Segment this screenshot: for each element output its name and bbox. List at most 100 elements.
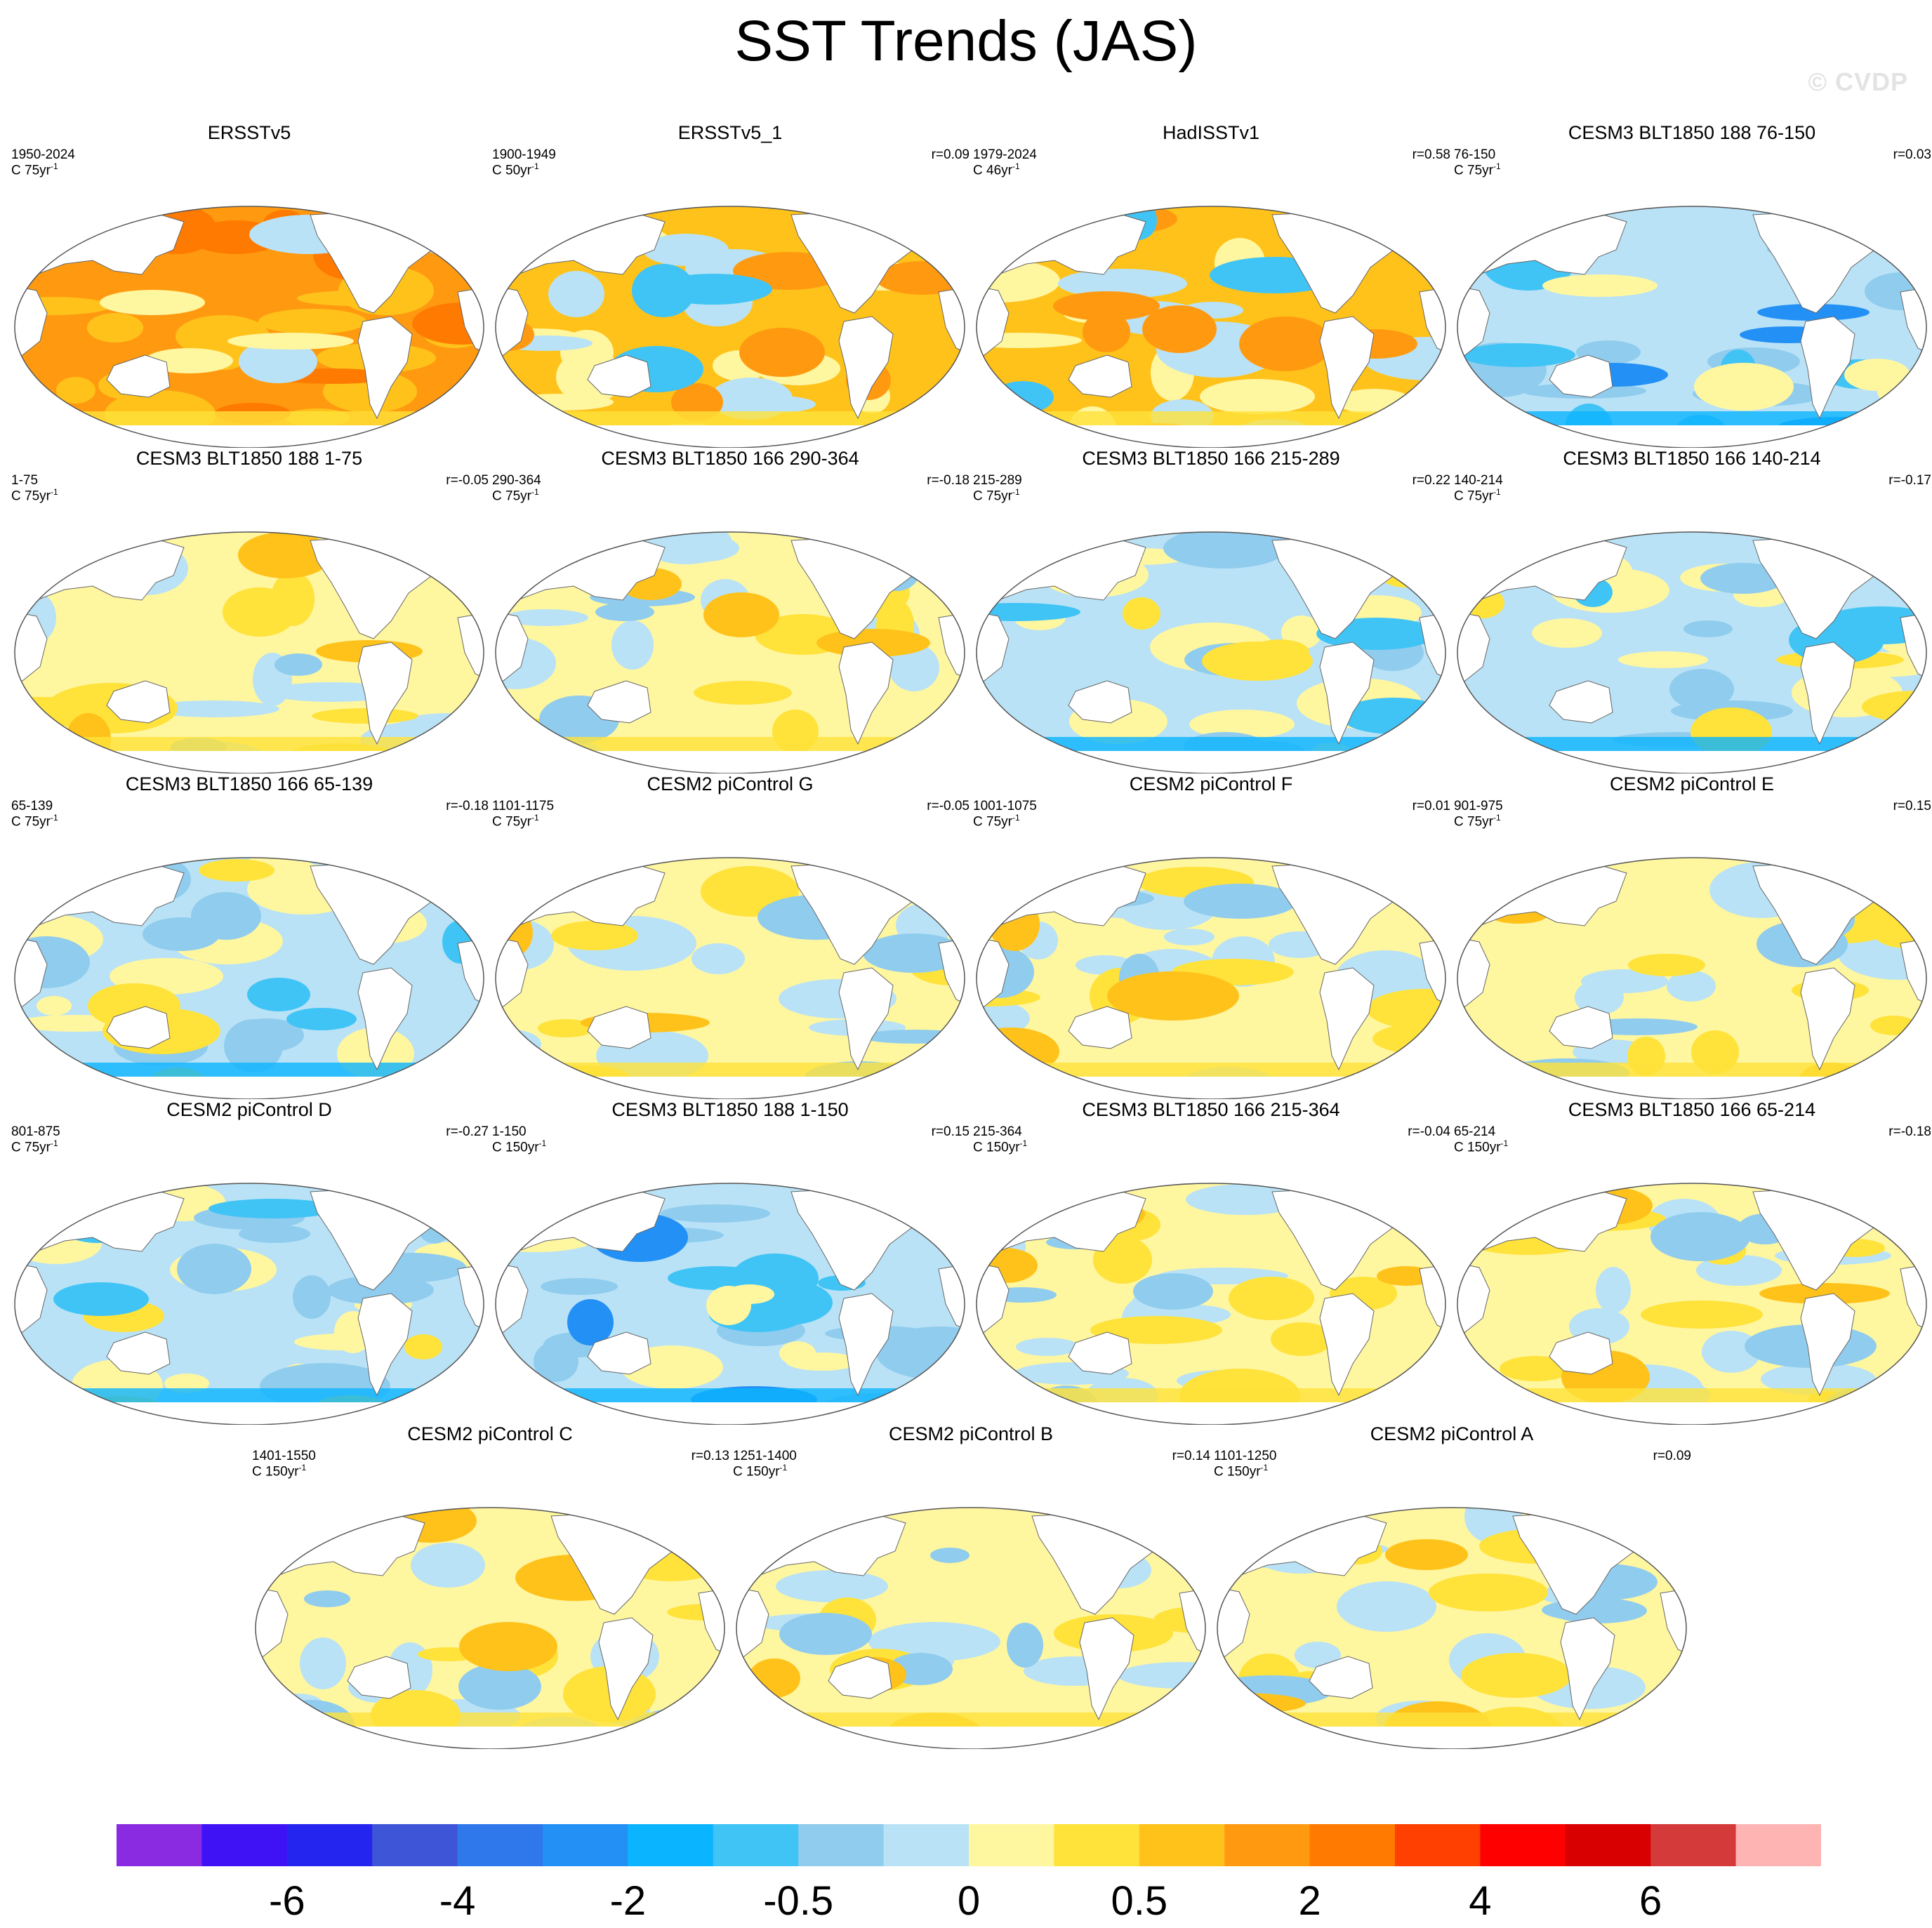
trend-contour	[1189, 710, 1295, 739]
map-panel: CESM2 piControl D 801-875 C 75yr-1 r=-0.27	[8, 1101, 490, 1425]
panel-units: C 150yr-1	[733, 1463, 787, 1480]
panel-units-text: C 75yr	[1454, 163, 1493, 178]
panel-units: C 75yr-1	[492, 487, 539, 504]
trend-contour	[274, 653, 322, 676]
trend-contour	[1542, 274, 1658, 297]
trend-contour	[1500, 1356, 1571, 1381]
map-panel: CESM3 BLT1850 166 65-214 65-214 C 150yr-1 r…	[1451, 1101, 1932, 1425]
southern-ocean-band	[15, 737, 484, 751]
land-mass	[1560, 1617, 1615, 1721]
pattern-correlation: r=-0.05	[927, 799, 970, 813]
panel-units-exponent: -1	[1493, 161, 1501, 171]
sst-trend-map	[976, 206, 1446, 448]
trend-contour	[713, 867, 763, 910]
trend-contour	[1184, 884, 1297, 919]
panel-years: 215-289	[973, 473, 1022, 488]
southern-ocean-band	[15, 411, 484, 425]
map-border	[1217, 1507, 1687, 1749]
panel-title: CESM2 piControl G	[647, 773, 814, 795]
panel-units-text: C 75yr	[973, 814, 1012, 830]
antarctica	[736, 1727, 1205, 1749]
trend-contour	[1667, 971, 1716, 1002]
trend-contour	[703, 592, 779, 637]
panel-title: CESM2 piControl D	[166, 1099, 332, 1120]
land-mass	[357, 1293, 413, 1397]
land-mass	[598, 1617, 654, 1721]
panel-title: CESM3 BLT1850 166 215-289	[1082, 448, 1340, 469]
trend-contour	[736, 1508, 816, 1538]
trend-contour	[1107, 971, 1239, 1020]
antarctica	[496, 425, 965, 448]
trend-contour	[1457, 704, 1484, 724]
panel-years: 1950-2024	[11, 147, 75, 162]
colorbar-swatch	[1054, 1824, 1140, 1866]
panel-units: C 46yr-1	[973, 161, 1020, 178]
panel-years: 1101-1250	[1214, 1449, 1277, 1463]
land-mass	[641, 1508, 700, 1524]
sst-trend-map	[255, 1507, 725, 1749]
map-border	[14, 531, 484, 773]
pattern-correlation: r=0.58	[1412, 147, 1450, 162]
antarctica	[496, 1077, 965, 1099]
panel-units-text: C 75yr	[492, 488, 531, 504]
land-mass	[881, 858, 940, 874]
trend-contour	[930, 1548, 970, 1563]
antarctica	[1457, 751, 1926, 773]
sst-trend-map	[976, 531, 1446, 773]
panel-units-text: C 75yr	[11, 488, 51, 504]
panel-title: CESM3 BLT1850 188 76-150	[1568, 122, 1816, 143]
land-mass	[106, 354, 171, 398]
map-panel: CESM2 piControl C 1401-1550 C 150yr-1 r=0.1…	[249, 1425, 731, 1749]
panel-title: ERSSTv5_1	[677, 122, 783, 143]
trend-contour	[1641, 1301, 1763, 1329]
trend-contour	[595, 603, 654, 621]
panel-units-exponent: -1	[298, 1463, 307, 1472]
map-border	[495, 206, 965, 448]
pattern-correlation: r=-0.17	[1888, 473, 1931, 488]
land-mass	[1319, 316, 1375, 420]
map-panel: CESM2 piControl G 1101-1175 C 75yr-1 r=-0.0…	[489, 775, 971, 1099]
trend-contour	[15, 532, 92, 564]
map-border	[976, 206, 1446, 448]
panel-years: 1979-2024	[973, 147, 1037, 162]
land-mass	[357, 316, 413, 420]
trend-contour	[293, 1275, 331, 1319]
sst-trend-map	[1457, 1183, 1927, 1425]
panel-units-exponent: -1	[779, 1463, 788, 1472]
trend-contour	[1757, 304, 1870, 321]
panel-years: 290-364	[492, 473, 541, 488]
colorbar-swatch	[201, 1824, 288, 1866]
trend-contour	[1239, 317, 1332, 371]
map-border	[736, 1507, 1206, 1749]
panel-years: 65-214	[1454, 1124, 1496, 1139]
colorbar-swatch	[1309, 1824, 1396, 1866]
panel-title: CESM3 BLT1850 166 65-139	[125, 773, 373, 795]
land-mass	[1800, 1293, 1855, 1397]
map-border	[255, 1507, 725, 1749]
colorbar-tick-label: 4	[1469, 1878, 1492, 1924]
panel-units: C 75yr-1	[1454, 487, 1501, 504]
cvdp-watermark: © CVDP	[1808, 67, 1908, 96]
land-mass	[828, 1656, 892, 1699]
trend-contour	[1093, 1236, 1152, 1284]
panel-years: 1401-1550	[252, 1449, 316, 1463]
land-mass	[1068, 1006, 1132, 1049]
panel-units-text: C 150yr	[733, 1464, 780, 1480]
trend-contour	[149, 700, 279, 717]
trend-contour	[247, 978, 310, 1011]
colorbar-swatch	[969, 1824, 1054, 1866]
panel-years: 1-75	[11, 473, 39, 488]
trend-contour	[1385, 1539, 1468, 1570]
antarctica	[977, 1402, 1445, 1425]
panel-years: 801-875	[11, 1124, 60, 1139]
land-mass	[838, 1293, 894, 1397]
land-mass	[587, 1331, 651, 1375]
panel-units-text: C 75yr	[1454, 488, 1493, 504]
land-mass	[881, 532, 940, 548]
panel-units-text: C 50yr	[492, 163, 531, 178]
land-mass	[1843, 206, 1902, 222]
panel-title: CESM2 piControl C	[407, 1423, 573, 1444]
land-mass	[400, 1183, 459, 1199]
trend-contour	[1337, 1581, 1436, 1632]
trend-contour	[779, 1613, 872, 1655]
